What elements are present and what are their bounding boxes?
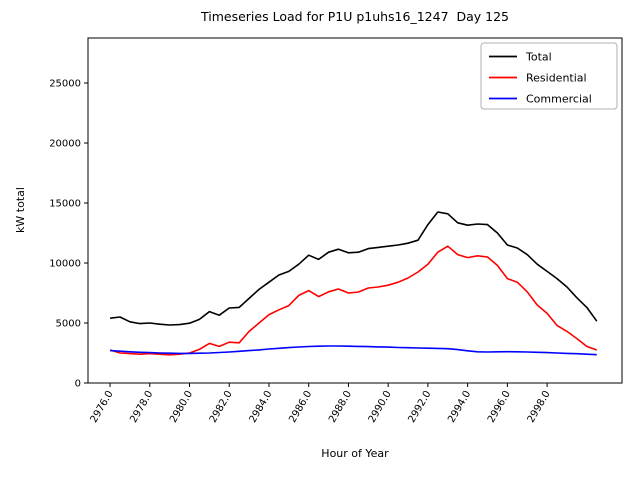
- legend-label-residential: Residential: [526, 72, 587, 85]
- x-tick-label: 2982.0: [208, 389, 235, 425]
- x-tick-label: 2996.0: [486, 389, 513, 425]
- y-tick-label: 10000: [49, 259, 81, 270]
- x-tick-label: 2980.0: [168, 389, 195, 425]
- series-line-commercial: [110, 345, 597, 356]
- series-line-residential: [109, 245, 598, 356]
- y-tick-label: 25000: [49, 79, 81, 90]
- x-tick-label: 2986.0: [287, 389, 314, 425]
- series-line-total: [110, 211, 598, 326]
- x-tick-label: 2988.0: [327, 389, 354, 425]
- x-tick-label: 2990.0: [367, 389, 394, 425]
- y-tick-label: 0: [75, 379, 81, 390]
- chart-title: Timeseries Load for P1U p1uhs16_1247 Day…: [200, 9, 509, 24]
- x-tick-label: 2984.0: [248, 389, 275, 425]
- legend: Total Residential Commercial: [480, 42, 618, 110]
- y-tick-label: 15000: [49, 199, 81, 210]
- x-tick-label: 2978.0: [128, 389, 155, 425]
- x-tick-label: 2994.0: [446, 389, 473, 425]
- legend-label-commercial: Commercial: [526, 93, 592, 106]
- x-tick-label: 2992.0: [406, 389, 433, 425]
- legend-box: [480, 42, 618, 110]
- y-axis-label: kW total: [14, 187, 27, 233]
- y-tick-label: 5000: [56, 319, 81, 330]
- x-tick-label: 2998.0: [526, 389, 553, 425]
- x-tick-label: 2976.0: [89, 389, 116, 425]
- series-layer: [109, 211, 598, 356]
- x-axis-label: Hour of Year: [321, 447, 389, 460]
- y-tick-label: 20000: [49, 139, 81, 150]
- legend-label-total: Total: [525, 51, 552, 64]
